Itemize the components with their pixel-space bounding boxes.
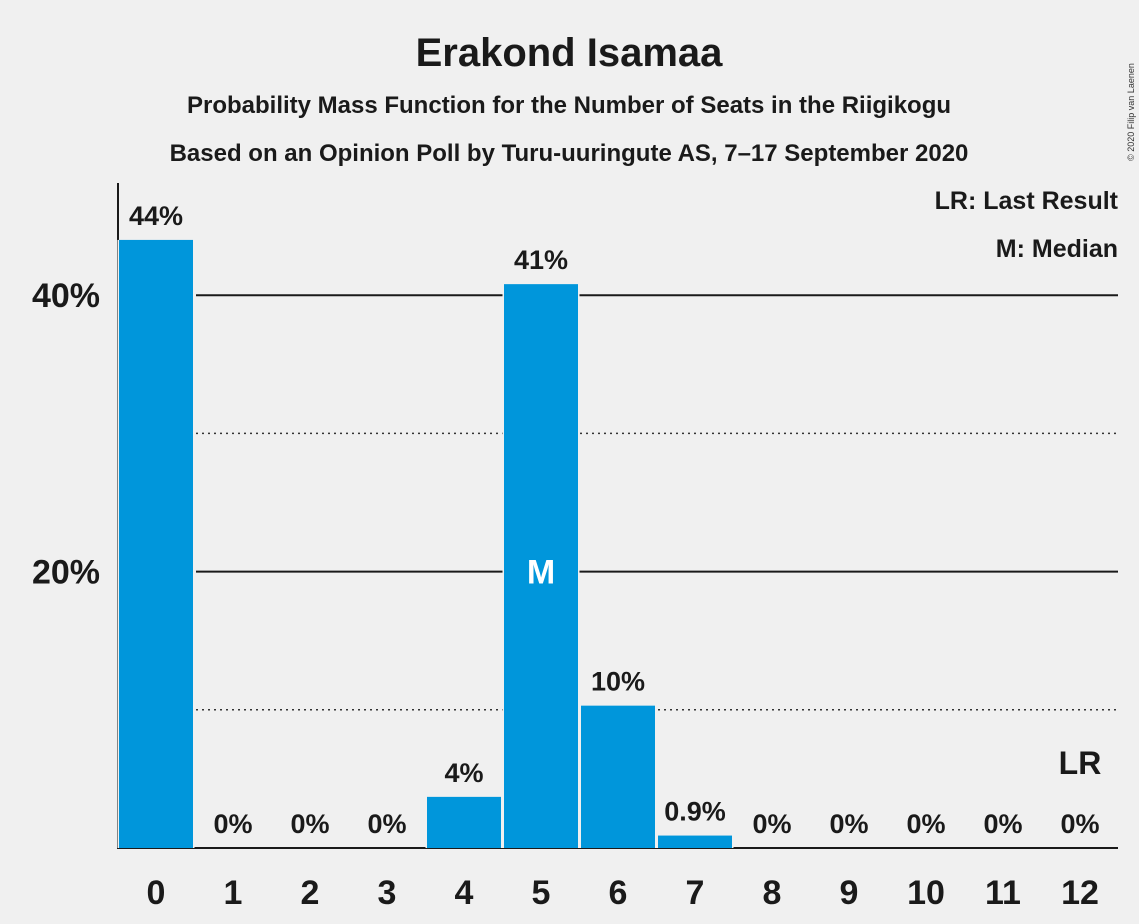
data-label: 41% <box>514 245 568 275</box>
chart-title: Erakond Isamaa <box>416 31 724 75</box>
x-tick-label: 2 <box>301 874 320 912</box>
data-label: 0% <box>752 809 791 839</box>
gridlines <box>196 294 1118 711</box>
x-tick-label: 5 <box>532 874 551 912</box>
data-label: 0% <box>829 809 868 839</box>
data-label: 4% <box>444 758 483 788</box>
bar <box>504 284 578 848</box>
x-tick-label: 11 <box>985 874 1021 912</box>
y-tick-labels: 20% 40% <box>32 277 100 591</box>
markers: M LR <box>527 554 1101 781</box>
data-label: 0% <box>290 809 329 839</box>
x-tick-labels: 0 1 2 3 4 5 6 7 8 9 10 11 12 <box>147 874 1099 912</box>
x-tick-label: 6 <box>609 874 628 912</box>
data-label: 44% <box>129 201 183 231</box>
data-label: 0.9% <box>664 797 726 827</box>
bars <box>117 239 734 849</box>
bar <box>581 705 655 848</box>
bar <box>658 835 732 848</box>
x-tick-label: 7 <box>686 874 705 912</box>
bar <box>119 239 193 849</box>
x-tick-label: 3 <box>378 874 397 912</box>
x-tick-label: 1 <box>224 874 243 912</box>
legend-last-result: LR: Last Result <box>935 187 1119 215</box>
data-labels: 44% 0% 0% 0% 4% 41% 10% 0.9% 0% 0% 0% 0% 0% <box>129 201 1100 839</box>
legend-median: M: Median <box>996 235 1118 263</box>
bar <box>427 796 501 848</box>
data-label: 0% <box>367 809 406 839</box>
x-tick-label: 12 <box>1061 874 1099 912</box>
x-tick-label: 4 <box>455 874 474 912</box>
x-tick-label: 0 <box>147 874 166 912</box>
x-tick-label: 8 <box>763 874 782 912</box>
data-label: 0% <box>906 809 945 839</box>
copyright-notice: © 2020 Filip van Laenen <box>1126 63 1136 161</box>
chart-subtitle-source: Based on an Opinion Poll by Turu-uuringu… <box>170 140 969 167</box>
data-label: 0% <box>213 809 252 839</box>
chart-subtitle: Probability Mass Function for the Number… <box>187 92 951 119</box>
y-tick-label: 40% <box>32 277 100 315</box>
y-tick-label: 20% <box>32 554 100 592</box>
data-label: 0% <box>983 809 1022 839</box>
last-result-marker: LR <box>1059 745 1102 781</box>
x-tick-label: 10 <box>907 874 945 912</box>
data-label: 0% <box>1060 809 1099 839</box>
median-marker: M <box>527 554 555 592</box>
x-tick-label: 9 <box>840 874 859 912</box>
data-label: 10% <box>591 667 645 697</box>
